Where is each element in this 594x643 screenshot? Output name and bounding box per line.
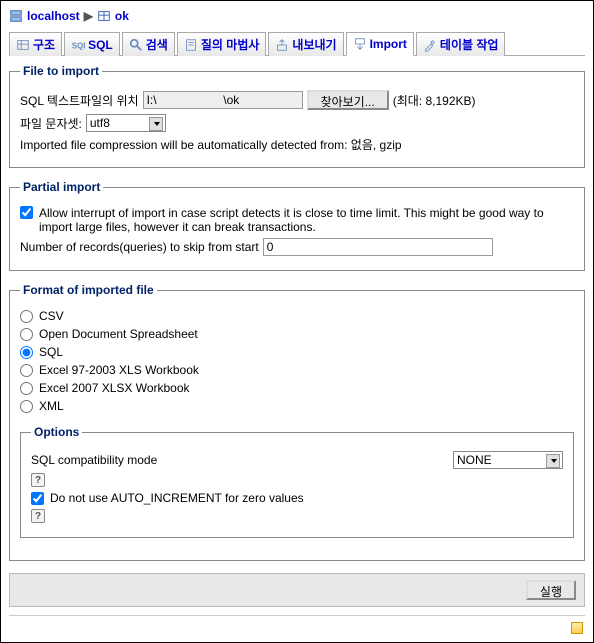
- location-input[interactable]: [143, 91, 303, 109]
- tab-label: Import: [370, 37, 407, 51]
- server-icon: [9, 9, 23, 23]
- partial-import-section: Partial import Allow interrupt of import…: [9, 180, 585, 271]
- format-option: Open Document Spreadsheet: [20, 327, 574, 341]
- format-option: CSV: [20, 309, 574, 323]
- tab-label: SQL: [88, 38, 113, 52]
- options-legend: Options: [31, 425, 82, 439]
- breadcrumb: localhost ▶ ok: [9, 7, 585, 31]
- svg-text:SQL: SQL: [72, 41, 85, 50]
- file-to-import-section: File to import SQL 텍스트파일의 위치 찾아보기... (최대…: [9, 64, 585, 168]
- footer-bar: 실행: [9, 573, 585, 607]
- tab-label: 구조: [33, 36, 55, 53]
- format-label[interactable]: Excel 97-2003 XLS Workbook: [39, 363, 199, 377]
- table-icon: [97, 9, 111, 23]
- format-label[interactable]: Open Document Spreadsheet: [39, 327, 198, 341]
- max-size: (최대: 8,192KB): [393, 92, 476, 109]
- browse-button[interactable]: 찾아보기...: [307, 90, 389, 110]
- format-radio[interactable]: [20, 328, 33, 341]
- tab-icon: SQL: [71, 38, 85, 52]
- format-option: SQL: [20, 345, 574, 359]
- tab-icon: [275, 38, 289, 52]
- tab-icon: [184, 38, 198, 52]
- format-label[interactable]: CSV: [39, 309, 64, 323]
- partial-import-legend: Partial import: [20, 180, 103, 194]
- format-option: XML: [20, 399, 574, 413]
- chevron-right-icon: ▶: [84, 9, 93, 23]
- format-legend: Format of imported file: [20, 283, 157, 297]
- tab-내보내기[interactable]: 내보내기: [268, 32, 343, 56]
- tab-icon: [423, 38, 437, 52]
- charset-value: utf8: [90, 116, 110, 130]
- format-option: Excel 97-2003 XLS Workbook: [20, 363, 574, 377]
- location-label: SQL 텍스트파일의 위치: [20, 92, 139, 109]
- allow-interrupt-label[interactable]: Allow interrupt of import in case script…: [39, 206, 574, 234]
- format-label[interactable]: Excel 2007 XLSX Workbook: [39, 381, 190, 395]
- charset-select[interactable]: utf8: [86, 114, 166, 132]
- format-radio[interactable]: [20, 310, 33, 323]
- format-label[interactable]: SQL: [39, 345, 63, 359]
- format-radio[interactable]: [20, 346, 33, 359]
- format-section: Format of imported file CSV Open Document…: [9, 283, 585, 561]
- auto-increment-label[interactable]: Do not use AUTO_INCREMENT for zero value…: [50, 491, 304, 505]
- tab-label: 테이블 작업: [440, 36, 499, 53]
- auto-increment-checkbox[interactable]: [31, 492, 44, 505]
- tab-icon: [16, 38, 30, 52]
- skip-input[interactable]: [263, 238, 493, 256]
- tab-icon: [353, 37, 367, 51]
- file-to-import-legend: File to import: [20, 64, 102, 78]
- allow-interrupt-checkbox[interactable]: [20, 206, 33, 219]
- format-radio[interactable]: [20, 364, 33, 377]
- tab-테이블-작업[interactable]: 테이블 작업: [416, 32, 506, 56]
- submit-button[interactable]: 실행: [526, 580, 576, 600]
- window-badge: [9, 620, 585, 634]
- tab-label: 내보내기: [292, 36, 336, 53]
- help-icon[interactable]: ?: [31, 509, 45, 523]
- bc-host[interactable]: localhost: [27, 9, 80, 23]
- tab-label: 질의 마법사: [201, 36, 260, 53]
- tab-검색[interactable]: 검색: [122, 32, 175, 56]
- badge-icon: [571, 622, 583, 634]
- help-icon[interactable]: ?: [31, 473, 45, 487]
- format-radio[interactable]: [20, 382, 33, 395]
- compat-label: SQL compatibility mode: [31, 453, 157, 467]
- skip-label: Number of records(queries) to skip from …: [20, 240, 259, 254]
- compression-note: Imported file compression will be automa…: [20, 136, 402, 153]
- tab-import[interactable]: Import: [346, 32, 414, 56]
- format-radio[interactable]: [20, 400, 33, 413]
- compat-value: NONE: [457, 453, 492, 467]
- bc-table[interactable]: ok: [115, 9, 129, 23]
- tab-label: 검색: [146, 36, 168, 53]
- tab-구조[interactable]: 구조: [9, 32, 62, 56]
- options-section: Options SQL compatibility mode NONE ? Do…: [20, 425, 574, 538]
- tabs: 구조 SQLSQL 검색 질의 마법사 내보내기 Import 테이블 작업: [9, 31, 585, 56]
- format-label[interactable]: XML: [39, 399, 64, 413]
- tab-sql[interactable]: SQLSQL: [64, 32, 120, 56]
- compat-select[interactable]: NONE: [453, 451, 563, 469]
- tab-질의-마법사[interactable]: 질의 마법사: [177, 32, 267, 56]
- tab-icon: [129, 38, 143, 52]
- divider: [9, 615, 585, 616]
- format-option: Excel 2007 XLSX Workbook: [20, 381, 574, 395]
- charset-label: 파일 문자셋:: [20, 115, 82, 132]
